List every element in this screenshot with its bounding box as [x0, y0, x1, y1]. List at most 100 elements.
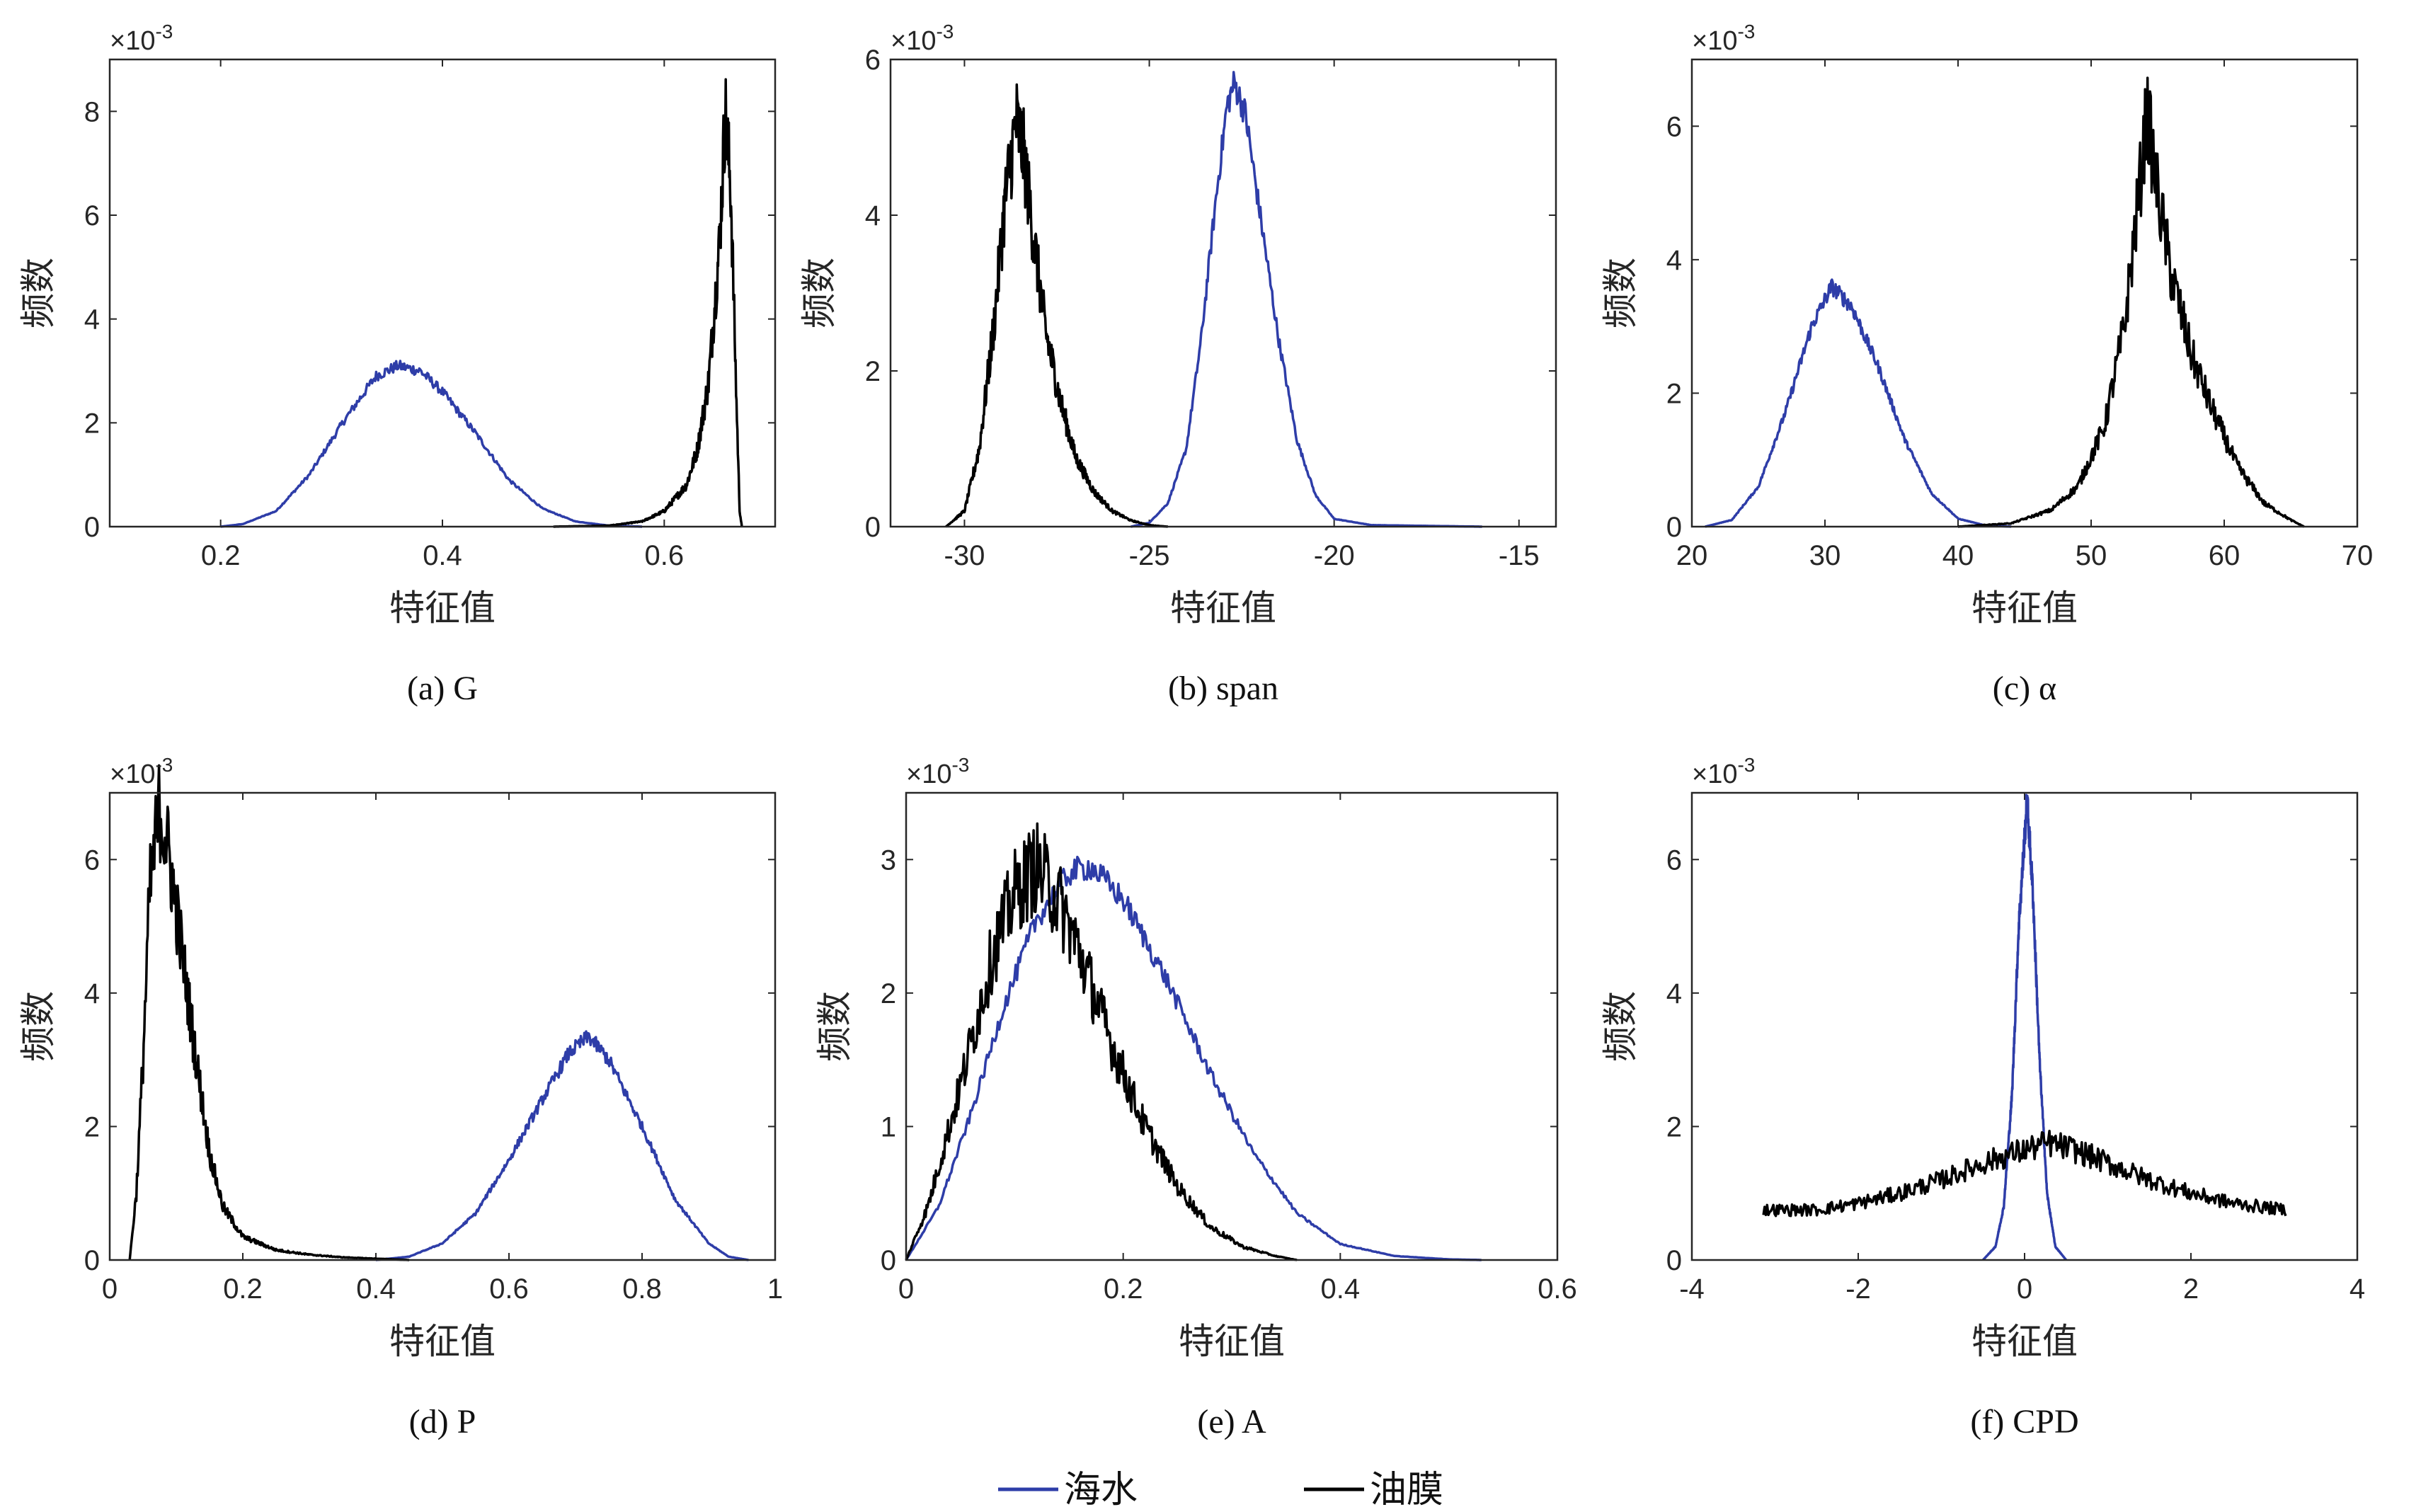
- chart-panel: 0 0.2 0.4 0.6 0.8 1 0 2 4 6 ×10-3 特征值 频数 (d) P: [18, 754, 783, 1441]
- y-multiplier-label: ×10-3: [1692, 21, 1755, 56]
- series-line: [375, 1030, 749, 1261]
- chart-panel: 20 30 40 50 60 70 0 2 4 6 ×10-3 特征值 频数 (c) α: [1600, 21, 2373, 707]
- x-tick-label: 0.4: [356, 1273, 396, 1305]
- y-tick-label: 2: [1666, 378, 1682, 409]
- y-multiplier-label: ×10-3: [110, 21, 173, 56]
- y-axis-label: 频数: [814, 991, 855, 1062]
- x-tick-label: 2: [2183, 1273, 2199, 1305]
- y-tick-label: 6: [84, 200, 100, 231]
- y-tick-label: 8: [84, 96, 100, 127]
- y-multiplier-label: ×10-3: [1692, 754, 1755, 789]
- series-line: [1762, 1129, 2287, 1218]
- y-multiplier-label: ×10-3: [906, 754, 969, 789]
- y-axis-label: 频数: [1600, 258, 1641, 328]
- x-tick-label: 0.8: [622, 1273, 662, 1305]
- y-tick-label: 0: [1666, 512, 1682, 543]
- x-tick-label: -4: [1679, 1273, 1705, 1305]
- y-tick-label: 3: [881, 844, 896, 876]
- legend-label-oil-film: 油膜: [1370, 1469, 1443, 1511]
- plot-area: [1690, 791, 2359, 1261]
- y-multiplier-label: ×10-3: [891, 21, 954, 56]
- chart-panel: 0 0.2 0.4 0.6 0 1 2 3 ×10-3 特征值 频数 (e) A: [814, 754, 1577, 1441]
- chart-panel: -30 -25 -20 -15 0 2 4 6 ×10-3 特征值 频数 (b) span: [799, 21, 1557, 707]
- series-line: [905, 855, 1482, 1261]
- x-tick-label: 40: [1942, 540, 1974, 571]
- y-tick-label: 2: [865, 356, 881, 387]
- plot-area: [108, 58, 777, 528]
- panel-caption: (c) α: [1993, 670, 2056, 707]
- y-tick-label: 6: [84, 844, 100, 876]
- x-tick-label: -20: [1314, 540, 1355, 571]
- y-tick-label: 2: [84, 1111, 100, 1142]
- x-tick-label: 60: [2209, 540, 2240, 571]
- y-tick-label: 0: [84, 1245, 100, 1276]
- x-tick-label: -25: [1129, 540, 1170, 571]
- series-line: [1130, 71, 1483, 528]
- y-tick-label: 0: [1666, 1245, 1682, 1276]
- x-tick-label: 1: [767, 1273, 783, 1305]
- y-axis-label: 频数: [799, 258, 840, 328]
- plot-area: [889, 58, 1557, 528]
- x-tick-label: 0.2: [201, 540, 241, 571]
- y-tick-label: 2: [84, 408, 100, 439]
- series-line: [552, 78, 743, 528]
- x-tick-label: 0: [102, 1273, 118, 1305]
- y-tick-label: 0: [865, 512, 881, 543]
- x-axis-label: 特征值: [1179, 1321, 1285, 1362]
- x-tick-label: 0.6: [489, 1273, 529, 1305]
- x-axis-label: 特征值: [1971, 588, 2078, 629]
- series-line: [1981, 794, 2068, 1261]
- y-tick-label: 6: [1666, 844, 1682, 876]
- x-tick-label: 50: [2076, 540, 2107, 571]
- x-axis-label: 特征值: [1170, 588, 1276, 629]
- x-tick-label: 70: [2342, 540, 2374, 571]
- x-tick-label: 0.2: [223, 1273, 263, 1305]
- y-tick-label: 2: [881, 978, 896, 1009]
- series-line: [945, 83, 1169, 528]
- chart-panel: 0.2 0.4 0.6 0 2 4 6 8 ×10-3 特征值 频数 (a) G: [18, 21, 777, 707]
- y-tick-label: 0: [84, 512, 100, 543]
- x-tick-label: -15: [1499, 540, 1540, 571]
- y-tick-label: 4: [84, 978, 100, 1009]
- plot-area: [1690, 58, 2359, 528]
- series-line: [1705, 278, 2012, 528]
- series-line: [1957, 76, 2305, 528]
- y-tick-label: 6: [1666, 111, 1682, 142]
- y-tick-label: 4: [1666, 245, 1682, 276]
- x-tick-label: 0.2: [1104, 1273, 1143, 1305]
- legend: 海水 油膜: [998, 1469, 1443, 1511]
- legend-label-seawater: 海水: [1064, 1469, 1138, 1511]
- y-axis-label: 频数: [18, 258, 59, 328]
- x-tick-label: 0: [2017, 1273, 2032, 1305]
- panel-caption: (a) G: [407, 670, 478, 707]
- series-line: [905, 822, 1298, 1261]
- x-tick-label: 0.6: [645, 540, 685, 571]
- panel-caption: (f) CPD: [1970, 1403, 2078, 1441]
- panel-caption: (e) A: [1197, 1403, 1266, 1441]
- y-axis-label: 频数: [18, 991, 59, 1062]
- y-tick-label: 0: [881, 1245, 896, 1276]
- x-tick-label: 0: [898, 1273, 914, 1305]
- y-tick-label: 2: [1666, 1111, 1682, 1142]
- y-tick-label: 6: [865, 45, 881, 76]
- plot-area: [905, 791, 1559, 1261]
- plot-area: [108, 791, 777, 1261]
- y-tick-label: 4: [865, 200, 881, 231]
- x-tick-label: 30: [1809, 540, 1841, 571]
- panel-caption: (d) P: [409, 1403, 476, 1441]
- x-tick-label: -2: [1845, 1273, 1871, 1305]
- y-tick-label: 4: [84, 304, 100, 336]
- series-line: [220, 360, 643, 528]
- y-tick-label: 1: [881, 1111, 896, 1142]
- x-axis-label: 特征值: [389, 588, 496, 629]
- x-tick-label: 0.4: [423, 540, 462, 571]
- chart-panel: -4 -2 0 2 4 0 2 4 6 ×10-3 特征值 频数 (f) CPD: [1600, 754, 2365, 1441]
- y-axis-label: 频数: [1600, 991, 1641, 1062]
- y-multiplier-label: ×10-3: [110, 754, 173, 789]
- x-axis-label: 特征值: [1971, 1321, 2078, 1362]
- x-tick-label: 0.4: [1321, 1273, 1361, 1305]
- y-tick-label: 4: [1666, 978, 1682, 1009]
- panel-caption: (b) span: [1168, 670, 1278, 707]
